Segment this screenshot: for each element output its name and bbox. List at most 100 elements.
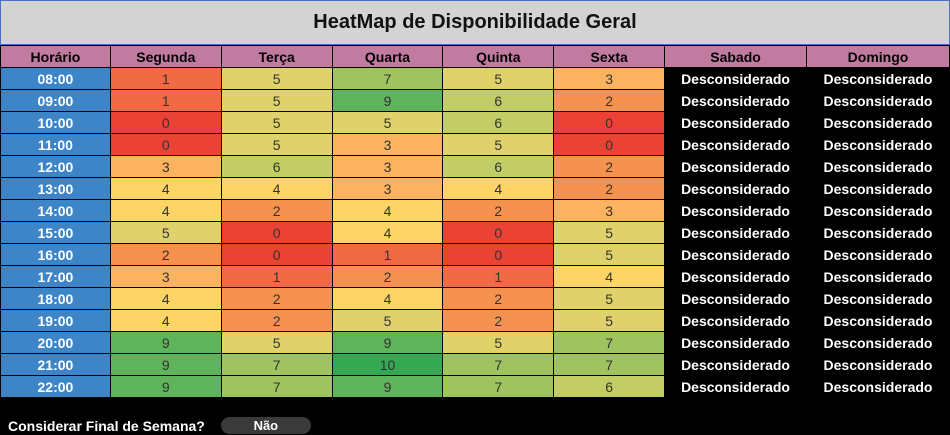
heatmap-cell: 5 [442, 67, 555, 90]
heatmap-cell: 2 [442, 309, 555, 332]
heatmap-table: Horário Segunda Terça Quarta Quinta Sexta Saba… [0, 45, 950, 398]
weekend-cell: Desconsiderado [806, 243, 950, 266]
column-header: Segunda [109, 45, 222, 68]
weekend-cell: Desconsiderado [806, 375, 950, 398]
weekend-cell: Desconsiderado [806, 199, 950, 222]
weekend-toggle-label: Considerar Final de Semana? [8, 417, 205, 434]
weekend-cell: Desconsiderado [664, 221, 807, 244]
heatmap-cell: 9 [331, 375, 444, 398]
weekend-toggle[interactable]: Não [220, 417, 311, 434]
weekend-cell: Desconsiderado [806, 287, 950, 310]
heatmap-cell: 7 [442, 375, 555, 398]
heatmap-cell: 5 [442, 331, 555, 354]
heatmap-cell: 2 [553, 89, 666, 112]
page-title: HeatMap de Disponibilidade Geral [0, 0, 950, 45]
weekend-cell: Desconsiderado [664, 177, 807, 200]
table-row: 10:00 0 5 5 6 0 Desconsiderado Desconsiderado [0, 111, 950, 134]
heatmap-cell: 3 [331, 177, 444, 200]
heatmap-cell: 0 [553, 133, 666, 156]
heatmap-cell: 5 [220, 133, 333, 156]
weekend-cell: Desconsiderado [806, 221, 950, 244]
weekend-cell: Desconsiderado [664, 309, 807, 332]
column-header: Quinta [442, 45, 555, 68]
time-cell: 14:00 [0, 199, 111, 222]
time-cell: 12:00 [0, 155, 111, 178]
heatmap-cell: 2 [220, 199, 333, 222]
heatmap-cell: 2 [220, 309, 333, 332]
table-row: 18:00 4 2 4 2 5 Desconsiderado Desconsiderado [0, 287, 950, 310]
heatmap-cell: 2 [442, 287, 555, 310]
table-row: 11:00 0 5 3 5 0 Desconsiderado Desconsiderado [0, 133, 950, 156]
heatmap-cell: 3 [553, 67, 666, 90]
heatmap-cell: 3 [331, 155, 444, 178]
heatmap-cell: 7 [220, 375, 333, 398]
weekend-cell: Desconsiderado [664, 111, 807, 134]
heatmap-cell: 0 [553, 111, 666, 134]
weekend-cell: Desconsiderado [664, 375, 807, 398]
column-header: Sexta [553, 45, 666, 68]
weekend-cell: Desconsiderado [806, 309, 950, 332]
heatmap-cell: 9 [109, 353, 222, 376]
table-row: 15:00 5 0 4 0 5 Desconsiderado Desconsiderado [0, 221, 950, 244]
weekend-cell: Desconsiderado [664, 331, 807, 354]
weekend-cell: Desconsiderado [806, 155, 950, 178]
heatmap-cell: 4 [109, 177, 222, 200]
weekend-cell: Desconsiderado [806, 89, 950, 112]
weekend-cell: Desconsiderado [664, 89, 807, 112]
time-cell: 17:00 [0, 265, 111, 288]
header-row: Horário Segunda Terça Quarta Quinta Sexta Saba… [0, 45, 950, 68]
heatmap-cell: 9 [109, 375, 222, 398]
time-cell: 10:00 [0, 111, 111, 134]
heatmap-cell: 1 [109, 89, 222, 112]
time-cell: 18:00 [0, 287, 111, 310]
heatmap-cell: 6 [442, 89, 555, 112]
heatmap-cell: 5 [553, 243, 666, 266]
table-row: 14:00 4 2 4 2 3 Desconsiderado Desconsiderado [0, 199, 950, 222]
heatmap-cell: 1 [331, 243, 444, 266]
column-header: Terça [220, 45, 333, 68]
heatmap-cell: 4 [220, 177, 333, 200]
column-header: Sabado [664, 45, 807, 68]
table-row: 19:00 4 2 5 2 5 Desconsiderado Desconsiderado [0, 309, 950, 332]
heatmap-cell: 4 [109, 309, 222, 332]
heatmap-cell: 5 [442, 133, 555, 156]
weekend-cell: Desconsiderado [664, 265, 807, 288]
heatmap-cell: 9 [109, 331, 222, 354]
table-row: 16:00 2 0 1 0 5 Desconsiderado Desconsiderado [0, 243, 950, 266]
weekend-cell: Desconsiderado [664, 243, 807, 266]
weekend-toggle-row: Considerar Final de Semana? Não [0, 416, 950, 435]
heatmap-cell: 1 [442, 265, 555, 288]
weekend-cell: Desconsiderado [806, 331, 950, 354]
heatmap-cell: 0 [442, 243, 555, 266]
column-header: Domingo [806, 45, 950, 68]
heatmap-cell: 5 [220, 89, 333, 112]
heatmap-cell: 2 [331, 265, 444, 288]
table-row: 12:00 3 6 3 6 2 Desconsiderado Desconsiderado [0, 155, 950, 178]
heatmap-cell: 4 [331, 221, 444, 244]
time-cell: 16:00 [0, 243, 111, 266]
heatmap-cell: 3 [553, 199, 666, 222]
heatmap-cell: 9 [331, 331, 444, 354]
time-cell: 11:00 [0, 133, 111, 156]
weekend-cell: Desconsiderado [664, 133, 807, 156]
table-row: 09:00 1 5 9 6 2 Desconsiderado Desconsiderado [0, 89, 950, 112]
heatmap-cell: 4 [109, 199, 222, 222]
time-cell: 08:00 [0, 67, 111, 90]
weekend-cell: Desconsiderado [664, 155, 807, 178]
heatmap-cell: 5 [220, 111, 333, 134]
weekend-cell: Desconsiderado [664, 199, 807, 222]
heatmap-cell: 5 [553, 309, 666, 332]
weekend-cell: Desconsiderado [664, 67, 807, 90]
table-row: 13:00 4 4 3 4 2 Desconsiderado Desconsiderado [0, 177, 950, 200]
heatmap-cell: 0 [109, 111, 222, 134]
heatmap-body: 08:00 1 5 7 5 3 Desconsiderado Desconsiderado 09… [0, 67, 950, 398]
heatmap-cell: 4 [553, 265, 666, 288]
heatmap-cell: 7 [553, 331, 666, 354]
heatmap-cell: 5 [553, 221, 666, 244]
heatmap-cell: 5 [109, 221, 222, 244]
weekend-cell: Desconsiderado [664, 353, 807, 376]
weekend-cell: Desconsiderado [806, 67, 950, 90]
weekend-cell: Desconsiderado [806, 353, 950, 376]
heatmap-cell: 6 [553, 375, 666, 398]
